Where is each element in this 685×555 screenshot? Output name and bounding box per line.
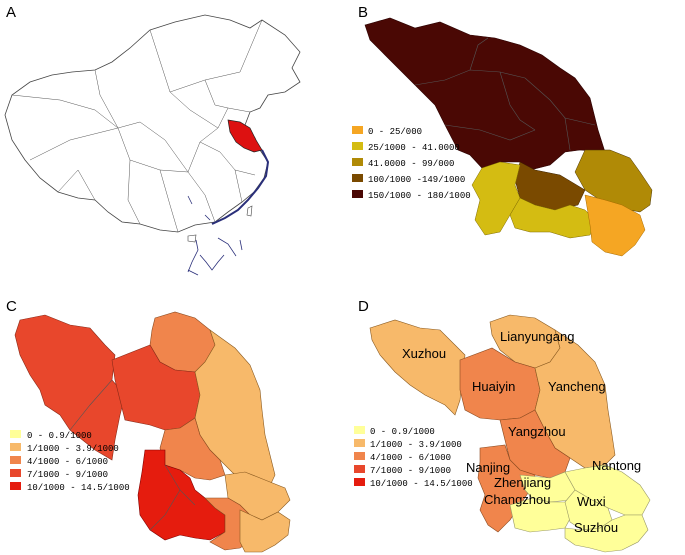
legend-item: 150/1000 - 180/1000 <box>352 190 471 201</box>
panel-a-letter: A <box>6 4 16 21</box>
island-hainan <box>187 234 197 243</box>
legend-label-5: 10/1000 - 14.5/1000 <box>370 479 473 489</box>
legend-label-1: 0 - 25/000 <box>368 127 422 137</box>
south-china-sea-islands <box>187 195 243 276</box>
city-labels: Xuzhou Lianyungang Huaiyin Yancheng Yang… <box>402 329 641 535</box>
region-xuzhou <box>369 319 466 416</box>
legend-swatch-2 <box>354 439 365 447</box>
city-label-changzhou: Changzhou <box>484 492 551 507</box>
legend-item: 10/1000 - 14.5/1000 <box>354 478 473 489</box>
legend-item: 7/1000 - 9/1000 <box>354 465 451 476</box>
legend-item: 1/1000 - 3.9/1000 <box>10 443 119 454</box>
legend-label-2: 25/1000 - 41.0000 <box>368 143 460 153</box>
legend-swatch-3 <box>352 158 363 166</box>
legend-swatch-4 <box>10 469 21 477</box>
region-nanjing <box>477 444 536 533</box>
legend-label-4: 100/1000 -149/1000 <box>368 175 465 185</box>
legend-swatch-1 <box>10 430 21 438</box>
legend-item: 25/1000 - 41.0000 <box>352 142 460 153</box>
province-borders <box>11 19 263 233</box>
region-nanjing <box>471 161 521 236</box>
panel-b-legend: 0 - 25/000 25/1000 - 41.0000 41.0000 - 9… <box>352 126 471 201</box>
legend-label-1: 0 - 0.9/1000 <box>370 427 435 437</box>
legend-swatch-3 <box>354 452 365 460</box>
legend-item: 4/1000 - 6/1000 <box>10 456 108 467</box>
panel-c-letter: C <box>6 298 17 315</box>
legend-item: 0 - 25/000 <box>352 126 422 137</box>
island-taiwan <box>246 205 253 217</box>
panel-d: D Xuzhou Lianyungang Huaiyin Yancheng Ya… <box>354 298 651 553</box>
east-coastline <box>211 149 270 225</box>
city-label-huaiyin: Huaiyin <box>472 379 515 394</box>
legend-label-5: 150/1000 - 180/1000 <box>368 191 471 201</box>
legend-label-1: 0 - 0.9/1000 <box>27 431 92 441</box>
legend-swatch-4 <box>354 465 365 473</box>
legend-item: 4/1000 - 6/1000 <box>354 452 451 463</box>
legend-label-5: 10/1000 - 14.5/1000 <box>27 483 130 493</box>
region-yancheng <box>534 329 616 469</box>
panel-a: A <box>4 4 301 276</box>
legend-swatch-5 <box>10 482 21 490</box>
region-north-dark <box>364 17 606 171</box>
panel-b-map: 0 - 25/000 25/1000 - 41.0000 41.0000 - 9… <box>352 17 653 257</box>
city-label-yancheng: Yancheng <box>548 379 606 394</box>
legend-item: 10/1000 - 14.5/1000 <box>10 482 130 493</box>
legend-label-3: 4/1000 - 6/1000 <box>370 453 451 463</box>
panel-d-map: Xuzhou Lianyungang Huaiyin Yancheng Yang… <box>354 314 651 553</box>
region-changzhou <box>509 497 573 533</box>
legend-item: 0 - 0.9/1000 <box>10 430 92 441</box>
panel-d-legend: 0 - 0.9/1000 1/1000 - 3.9/1000 4/1000 - … <box>354 426 473 489</box>
legend-item: 0 - 0.9/1000 <box>354 426 435 437</box>
region-nantong <box>574 149 653 213</box>
panel-c-map: 0 - 0.9/1000 1/1000 - 3.9/1000 4/1000 - … <box>10 311 291 553</box>
panel-c: C 0 - 0.9/1000 <box>6 298 291 553</box>
city-label-wuxi: Wuxi <box>577 494 606 509</box>
legend-label-3: 41.0000 - 99/000 <box>368 159 454 169</box>
legend-label-4: 7/1000 - 9/1000 <box>27 470 108 480</box>
region-xuzhou <box>14 314 126 461</box>
region-suzhou <box>239 509 291 553</box>
city-label-suzhou: Suzhou <box>574 520 618 535</box>
city-label-yangzhou: Yangzhou <box>508 424 566 439</box>
panel-b-letter: B <box>358 4 368 21</box>
jiangsu-province-highlight <box>227 119 263 153</box>
legend-swatch-5 <box>352 190 363 198</box>
city-label-nanjing: Nanjing <box>466 460 510 475</box>
city-label-zhenjiang: Zhenjiang <box>494 475 551 490</box>
china-map <box>4 14 301 276</box>
china-outline <box>4 14 301 233</box>
city-label-nantong: Nantong <box>592 458 641 473</box>
region-suzhou <box>584 194 646 257</box>
legend-swatch-2 <box>10 443 21 451</box>
legend-item: 7/1000 - 9/1000 <box>10 469 108 480</box>
region-suzhou <box>564 514 649 553</box>
legend-swatch-3 <box>10 456 21 464</box>
legend-swatch-2 <box>352 142 363 150</box>
legend-swatch-4 <box>352 174 363 182</box>
legend-swatch-5 <box>354 478 365 486</box>
legend-label-4: 7/1000 - 9/1000 <box>370 466 451 476</box>
legend-label-3: 4/1000 - 6/1000 <box>27 457 108 467</box>
city-label-xuzhou: Xuzhou <box>402 346 446 361</box>
legend-item: 100/1000 -149/1000 <box>352 174 465 185</box>
legend-swatch-1 <box>352 126 363 134</box>
city-label-lianyungang: Lianyungang <box>500 329 574 344</box>
panel-c-legend: 0 - 0.9/1000 1/1000 - 3.9/1000 4/1000 - … <box>10 430 130 493</box>
legend-item: 41.0000 - 99/000 <box>352 158 454 169</box>
panel-b: B 0 - 25/000 <box>352 4 653 257</box>
legend-label-2: 1/1000 - 3.9/1000 <box>27 444 119 454</box>
legend-label-2: 1/1000 - 3.9/1000 <box>370 440 462 450</box>
legend-item: 1/1000 - 3.9/1000 <box>354 439 462 450</box>
legend-swatch-1 <box>354 426 365 434</box>
panel-d-letter: D <box>358 298 369 315</box>
